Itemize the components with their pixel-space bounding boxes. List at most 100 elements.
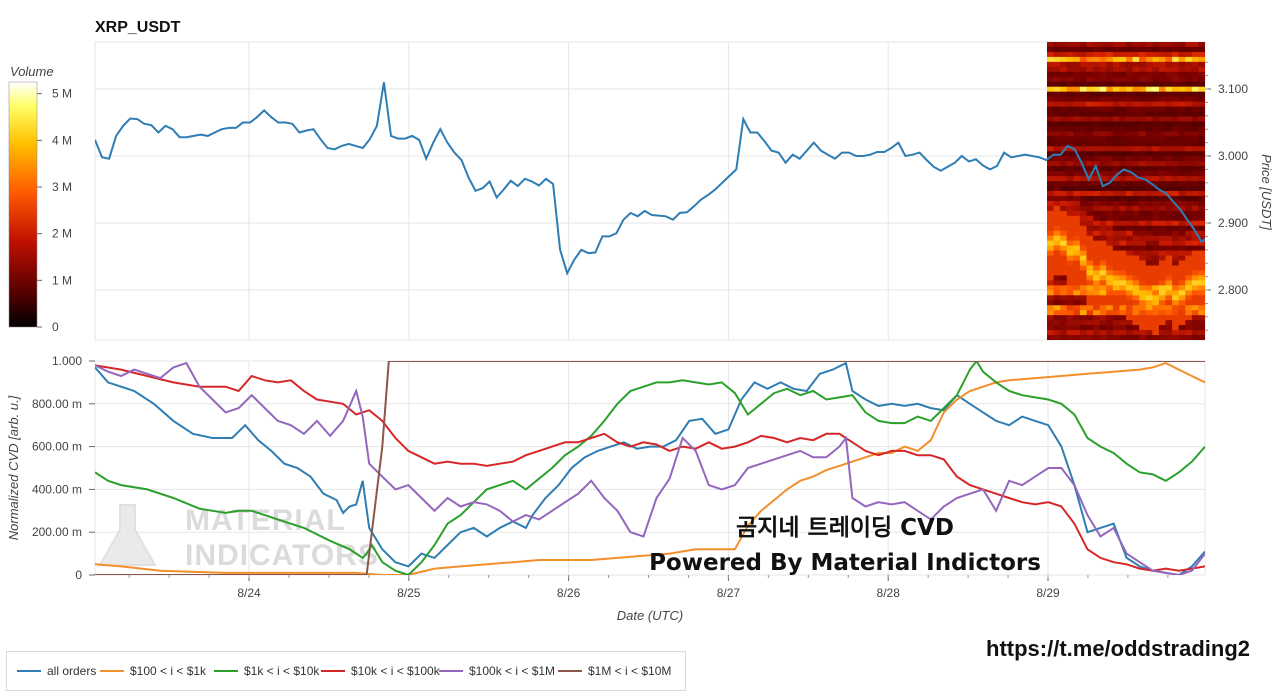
heatmap-cell [1093, 66, 1101, 73]
heatmap-cell [1079, 225, 1087, 232]
heatmap-cell [1185, 42, 1193, 48]
telegram-link[interactable]: https://t.me/oddstrading2 [986, 636, 1250, 661]
heatmap-cell [1099, 51, 1107, 58]
legend-item[interactable]: $10k < i < $100k [321, 664, 440, 678]
heatmap-cell [1158, 81, 1166, 88]
heatmap-cell [1165, 275, 1173, 281]
heatmap-cell [1053, 171, 1061, 177]
heatmap-cell [1152, 126, 1160, 132]
heatmap-cell [1158, 106, 1166, 113]
heatmap-cell [1060, 42, 1068, 48]
heatmap-cell [1178, 71, 1186, 78]
heatmap-cell [1145, 61, 1153, 68]
heatmap-cell [1191, 66, 1199, 73]
watermark-text-2: INDICATORS [185, 539, 379, 572]
heatmap-cell [1066, 295, 1074, 301]
heatmap-cell [1093, 61, 1101, 68]
heatmap-cell [1093, 295, 1101, 301]
heatmap-cell [1185, 61, 1193, 68]
heatmap-cell [1158, 200, 1166, 207]
heatmap-cell [1165, 106, 1173, 113]
heatmap-cell [1139, 166, 1147, 172]
heatmap-cell [1145, 156, 1153, 162]
heatmap-cell [1099, 71, 1107, 78]
heatmap-cell [1165, 260, 1173, 266]
colorbar-tick-label: 2 M [52, 227, 72, 241]
heatmap-cell [1145, 66, 1153, 73]
watermark-logo: MATERIAL INDICATORS [98, 504, 379, 572]
heatmap-cell [1047, 335, 1055, 340]
heatmap-cell [1119, 265, 1127, 271]
heatmap-cell [1099, 91, 1107, 98]
heatmap-cell [1112, 315, 1120, 321]
heatmap-cell [1145, 300, 1153, 306]
legend-item[interactable]: $100k < i < $1M [439, 664, 555, 678]
heatmap-cell [1172, 176, 1180, 182]
legend-swatch [439, 669, 463, 672]
heatmap-cell [1112, 250, 1120, 257]
heatmap-cell [1139, 126, 1147, 132]
heatmap-cell [1198, 235, 1205, 242]
heatmap-cell [1079, 176, 1087, 182]
heatmap-cell [1145, 186, 1153, 192]
heatmap-cell [1086, 230, 1094, 237]
heatmap-cell [1126, 300, 1134, 306]
heatmap-cell [1066, 86, 1074, 93]
legend-item[interactable]: $100 < i < $1k [100, 664, 206, 678]
heatmap-cell [1145, 315, 1153, 321]
heatmap-cell [1112, 215, 1120, 222]
heatmap-cell [1053, 66, 1061, 73]
heatmap-cell [1191, 315, 1199, 321]
heatmap-cell [1086, 101, 1094, 108]
heatmap-cell [1178, 240, 1186, 247]
heatmap-cell [1191, 220, 1199, 227]
legend-item[interactable]: $1M < i < $10M [558, 664, 671, 678]
heatmap-cell [1198, 250, 1205, 257]
heatmap-cell [1112, 225, 1120, 232]
heatmap-cell [1099, 106, 1107, 113]
heatmap-cell [1139, 320, 1147, 326]
heatmap-cell [1086, 66, 1094, 73]
heatmap-cell [1172, 91, 1180, 98]
heatmap-cell [1099, 131, 1107, 137]
heatmap-cell [1112, 76, 1120, 83]
heatmap-cell [1073, 260, 1081, 266]
heatmap-cell [1145, 205, 1153, 212]
cvd-tick-label: 0 [75, 568, 82, 582]
legend-swatch [100, 669, 124, 672]
heatmap-cell [1185, 240, 1193, 247]
heatmap-cell [1132, 126, 1140, 132]
heatmap-cell [1185, 320, 1193, 326]
heatmap-cell [1172, 220, 1180, 227]
heatmap-cell [1191, 146, 1199, 152]
heatmap-cell [1066, 166, 1074, 172]
heatmap-cell [1139, 131, 1147, 137]
heatmap-cell [1191, 280, 1199, 286]
heatmap-cell [1185, 335, 1193, 340]
heatmap-cell [1158, 205, 1166, 212]
heatmap-cell [1060, 141, 1068, 147]
heatmap-cell [1145, 96, 1153, 103]
price-tick-label: 2.900 [1218, 216, 1248, 230]
heatmap-cell [1119, 111, 1127, 117]
heatmap-cell [1086, 171, 1094, 177]
heatmap-cell [1112, 270, 1120, 276]
legend-item[interactable]: all orders [17, 664, 96, 678]
heatmap-cell [1093, 176, 1101, 182]
heatmap-cell [1099, 305, 1107, 311]
heatmap-cell [1165, 151, 1173, 157]
heatmap-cell [1139, 96, 1147, 103]
heatmap-cell [1086, 210, 1094, 217]
heatmap-cell [1152, 176, 1160, 182]
heatmap-cell [1139, 315, 1147, 321]
legend-item[interactable]: $1k < i < $10k [214, 664, 319, 678]
heatmap-cell [1152, 96, 1160, 103]
heatmap-cell [1185, 126, 1193, 132]
heatmap-cell [1126, 56, 1134, 63]
heatmap-cell [1073, 161, 1081, 167]
heatmap-cell [1073, 191, 1081, 197]
heatmap-cell [1178, 141, 1186, 147]
heatmap-cell [1106, 42, 1114, 48]
heatmap-cell [1099, 61, 1107, 68]
heatmap-cell [1093, 290, 1101, 296]
